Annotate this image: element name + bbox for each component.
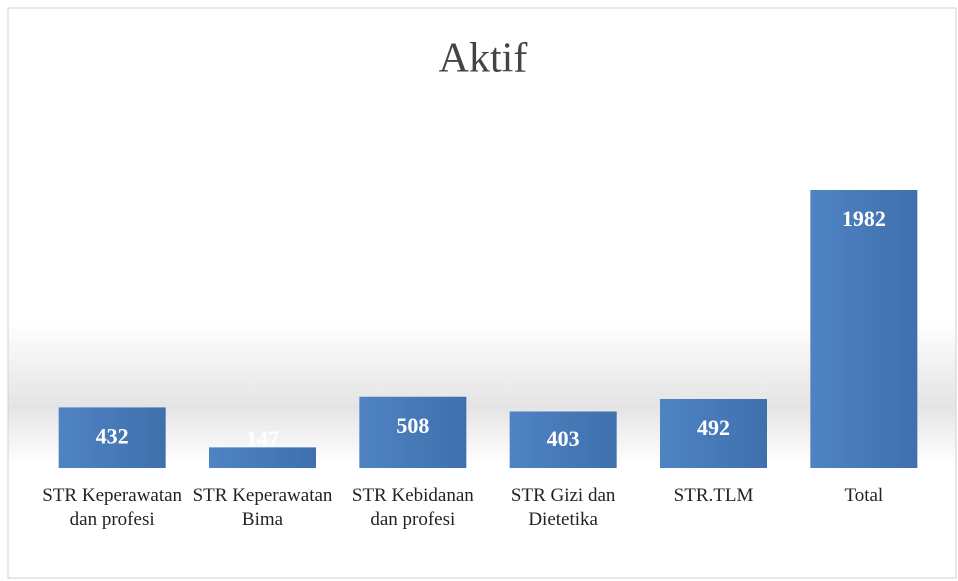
chart-area (7, 7, 957, 579)
bar (58, 407, 166, 468)
data-label: 508 (396, 413, 429, 438)
data-label: 492 (697, 415, 730, 440)
bar (509, 411, 617, 468)
x-tick-label: STR Gizi dan Dietetika (510, 485, 616, 530)
data-label: 1982 (842, 206, 886, 231)
bar (660, 398, 767, 468)
x-tick-label: STR Keperawatan dan profesi (42, 485, 183, 530)
x-tick-label: STR Keperawatan Bima (192, 485, 333, 530)
x-tick-label: STR.TLM (673, 485, 754, 506)
chart-title: Aktif (439, 36, 528, 82)
data-label: 147 (246, 426, 279, 451)
data-label: 403 (547, 426, 580, 451)
data-label: 432 (96, 423, 129, 448)
x-tick-label: STR Kebidanan dan profesi (351, 485, 474, 530)
bar (359, 396, 467, 468)
x-tick-label: Total (844, 485, 884, 506)
bar (810, 190, 918, 468)
bar (209, 447, 316, 468)
